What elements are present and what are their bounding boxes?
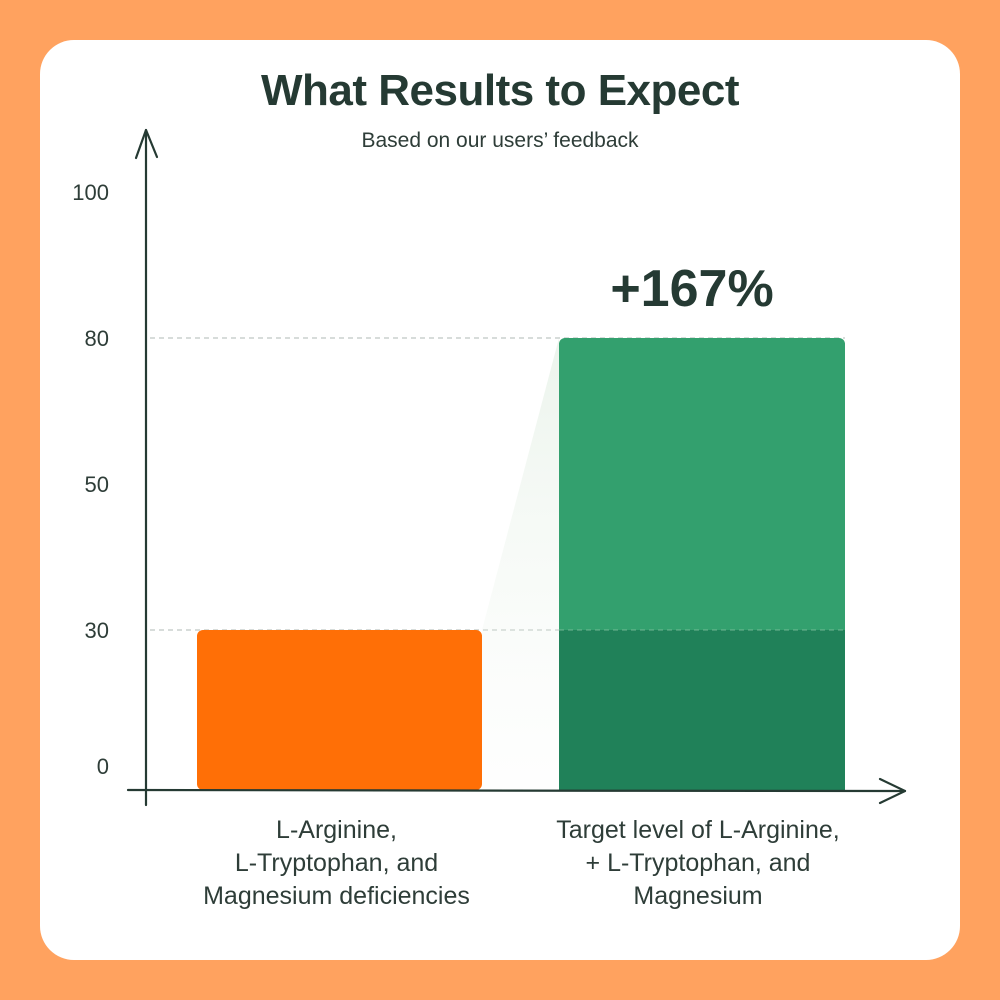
category-label-1-line-1: L-Arginine,: [276, 816, 397, 844]
y-tick-label-100: 100: [72, 180, 109, 205]
chart-title: What Results to Expect: [261, 66, 739, 115]
category-label-1-line-2: L-Tryptophan, and: [235, 849, 438, 877]
y-tick-label-0: 0: [97, 754, 109, 779]
category-label-2-line-2: + L-Tryptophan, and: [586, 849, 811, 877]
x-axis: [126, 788, 907, 793]
growth-connector: [482, 338, 559, 790]
data-label-2: +167%: [610, 260, 773, 318]
bar-target-base-segment: [559, 630, 845, 790]
bar-deficiency: [197, 630, 482, 790]
category-label-2-line-1: Target level of L-Arginine,: [556, 816, 839, 844]
chart-subtitle: Based on our users’ feedback: [361, 129, 639, 152]
category-label-2-line-3: Magnesium: [633, 882, 762, 910]
y-tick-label-50: 50: [85, 472, 109, 497]
category-label-1-line-3: Magnesium deficiencies: [203, 882, 470, 910]
y-tick-label-80: 80: [85, 326, 109, 351]
y-tick-label-30: 30: [85, 618, 109, 643]
y-axis-arrow: [134, 128, 159, 160]
x-axis-arrow: [878, 777, 907, 805]
y-axis: [144, 128, 148, 807]
